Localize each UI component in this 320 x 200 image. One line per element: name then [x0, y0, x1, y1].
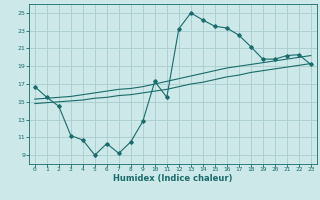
X-axis label: Humidex (Indice chaleur): Humidex (Indice chaleur) [113, 174, 233, 183]
